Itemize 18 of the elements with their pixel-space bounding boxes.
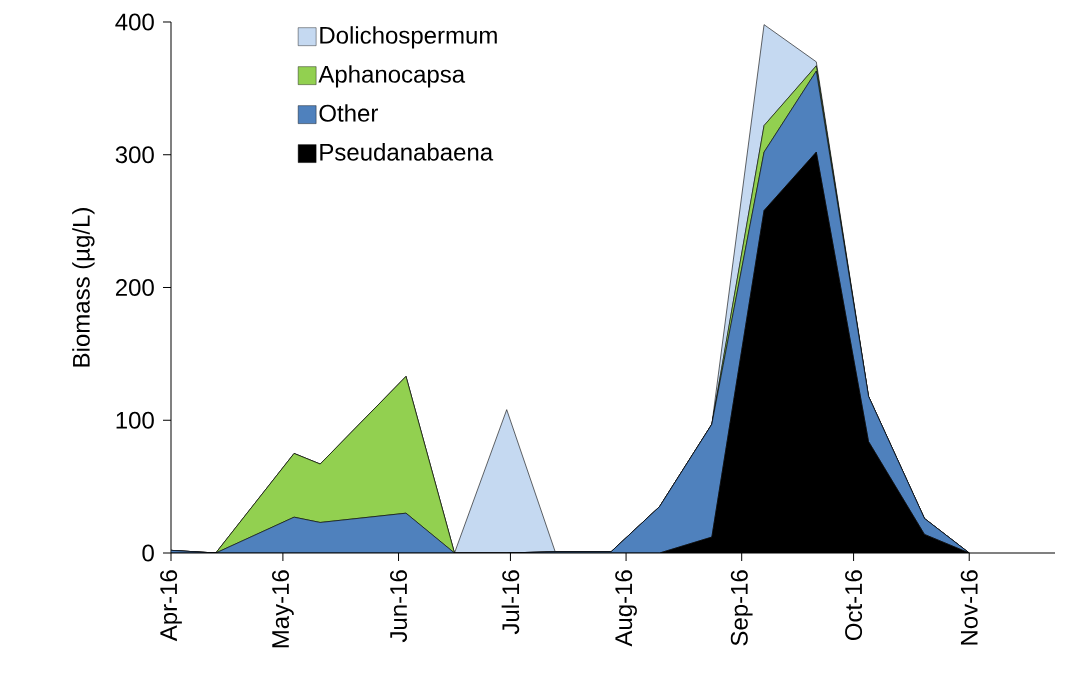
legend-label: Aphanocapsa <box>318 65 466 88</box>
y-tick-label: 200 <box>115 278 154 296</box>
legend-label: Pseudanabaena <box>320 143 494 161</box>
x-tick-label: Apr-16 <box>160 570 182 642</box>
legend-label: Dolichospermum <box>320 26 497 49</box>
x-tick-label: Aug-16 <box>615 570 637 647</box>
x-tick-label: Nov-16 <box>960 570 978 645</box>
x-tick-label: Jul-16 <box>501 570 520 635</box>
y-tick-label: 100 <box>116 411 154 429</box>
y-tick-label: 300 <box>115 146 154 164</box>
x-tick-label: Jun-16 <box>390 570 408 643</box>
x-tick-label: Sep-16 <box>730 570 753 646</box>
x-tick-label: May-16 <box>272 570 294 648</box>
legend-label: Other <box>319 104 378 122</box>
x-tick-label: Oct-16 <box>845 570 863 641</box>
y-tick-label: 400 <box>115 13 154 31</box>
y-tick-label: 0 <box>142 544 154 562</box>
y-axis-title: Biomass (µg/L) <box>72 208 95 367</box>
